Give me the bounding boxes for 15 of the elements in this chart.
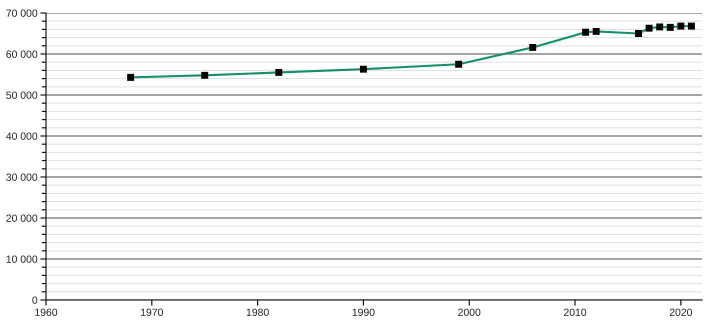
x-tick-label: 1970 (141, 308, 163, 316)
x-tick-label: 1990 (352, 308, 375, 316)
y-tick-label: 10 000 (6, 256, 38, 263)
x-tick-label: 2020 (670, 308, 692, 316)
y-tick-label: 40 000 (6, 132, 38, 140)
y-tick-label: 0 (32, 296, 38, 304)
y-tick-label: 60 000 (6, 50, 38, 58)
y-tick-label: 70 000 (6, 10, 38, 17)
y-tick-label: 50 000 (6, 92, 38, 99)
y-tick-label: 20 000 (6, 214, 38, 222)
x-tick-label: 2010 (564, 308, 586, 316)
y-tick-label: 30 000 (6, 174, 38, 181)
x-tick-label: 2000 (458, 308, 480, 316)
x-tick-label: 1980 (246, 308, 269, 316)
x-tick-label: 1960 (35, 308, 58, 316)
